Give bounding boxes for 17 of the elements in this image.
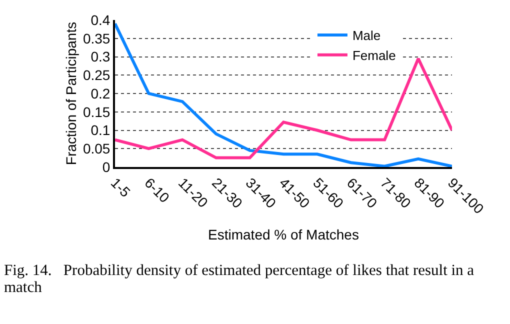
- y-tick-label: 0.35: [82, 30, 110, 46]
- y-tick-label: 0.1: [90, 122, 110, 138]
- caption: Fig. 14. Probability density of estimated percentage of likes that result in a match: [4, 262, 476, 296]
- line-series: [115, 22, 452, 167]
- y-tick-label: 0.2: [90, 85, 110, 102]
- y-tick-label: 0.3: [90, 48, 110, 65]
- y-tick-label: 0.15: [82, 104, 110, 120]
- y-axis-title: Fraction of Participants: [63, 22, 79, 166]
- x-tick-label: 1-5: [108, 174, 134, 200]
- y-tick-label: 0: [102, 158, 110, 175]
- y-tick-label: 0.25: [82, 67, 110, 84]
- x-tick-label: 6-10: [142, 174, 173, 206]
- y-tick-label: 0.05: [82, 140, 110, 157]
- legend-label: Male: [352, 28, 381, 44]
- y-tick-label: 0.4: [90, 12, 110, 28]
- x-axis-title: Estimated % of Matches: [208, 226, 359, 243]
- legend-label: Female: [352, 48, 396, 63]
